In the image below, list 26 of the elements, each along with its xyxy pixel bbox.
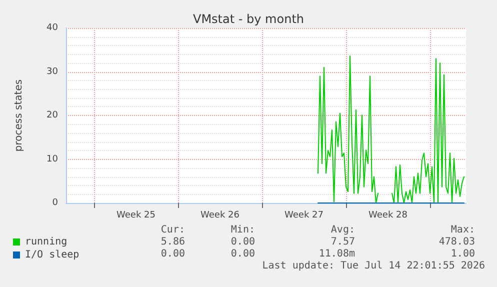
y-axis-title: process states [14,79,24,152]
legend-label: running [25,236,68,248]
text: Max: [450,224,475,236]
y-tick-label: 10 [46,154,58,164]
text: Cur: [160,224,185,236]
text: 11.08m [318,248,355,260]
y-tick-label: 0 [52,198,58,208]
chart-title: VMstat - by month [192,12,304,26]
text: 1.00 [450,248,475,260]
text: Min: [230,224,255,236]
y-tick-label: 40 [46,23,58,33]
text: 0.00 [230,236,255,248]
text: 7.57 [330,236,355,248]
text: 5.86 [160,236,185,248]
x-tick-label: Week 26 [200,210,240,220]
y-tick-label: 30 [46,66,58,77]
y-tick-label: 20 [46,110,58,120]
text: 478.03 [438,236,475,248]
legend-label: I/O sleep [25,250,80,260]
text: 0.00 [230,248,255,260]
text: Last update: Tue Jul 14 22:01:55 2026 [262,260,485,272]
text: 0.00 [160,248,185,260]
text: Avg: [330,224,355,236]
x-tick-label: Week 28 [368,210,408,220]
x-tick-label: Week 27 [284,210,324,220]
x-tick-label: Week 25 [116,210,156,220]
